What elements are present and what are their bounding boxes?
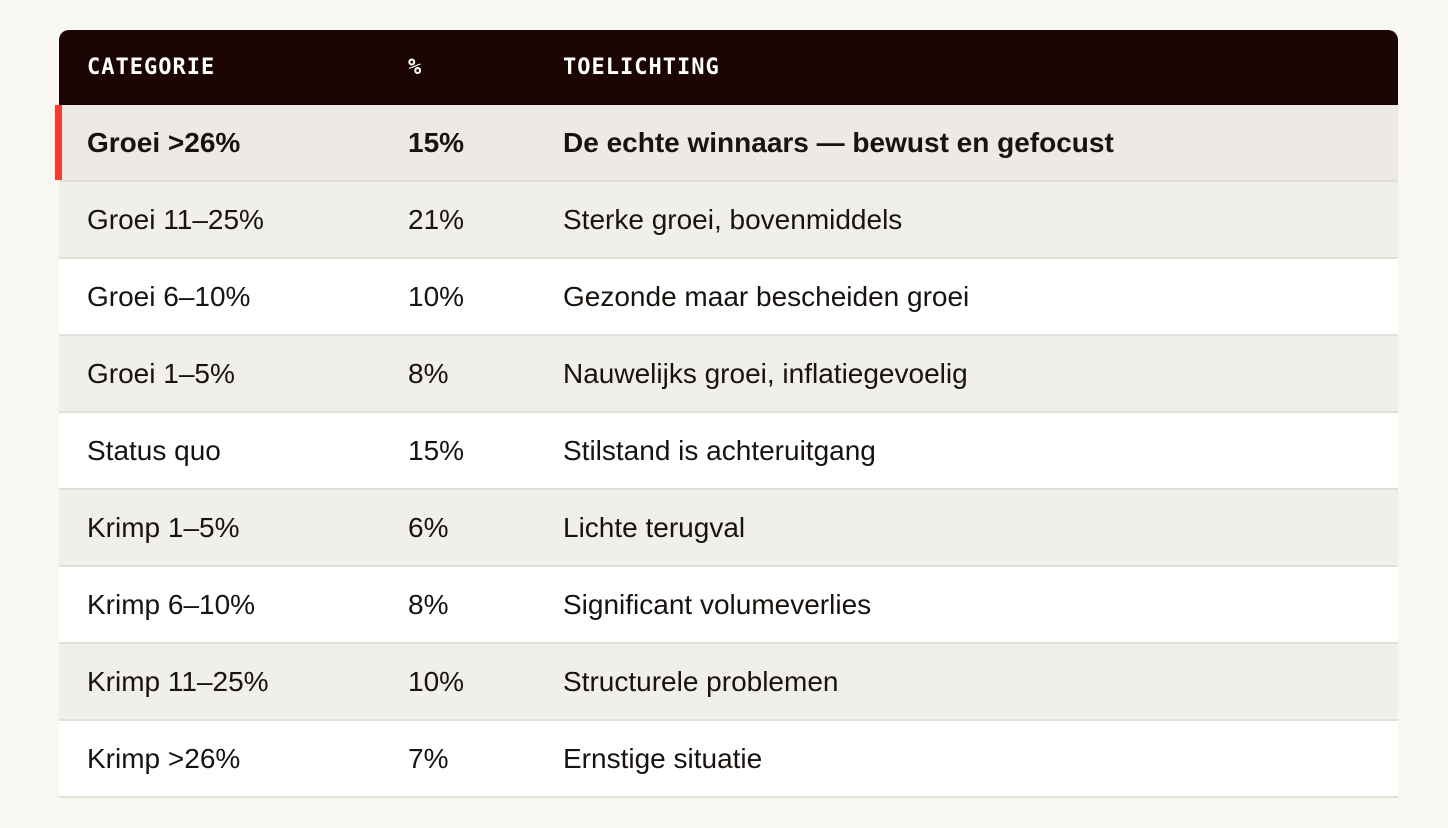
cell-toelichting: Sterke groei, bovenmiddels	[563, 203, 903, 235]
cell-categorie: Groei >26%	[87, 126, 241, 158]
cell-percentage: 15%	[408, 126, 465, 158]
table-header-row: CATEGORIE % TOELICHTING	[59, 30, 1398, 105]
table-row: Krimp 11–25% 10% Structurele problemen	[59, 644, 1398, 721]
table-row: Krimp 6–10% 8% Significant volumeverlies	[59, 567, 1398, 644]
table-row: Groei 6–10% 10% Gezonde maar bescheiden …	[59, 259, 1398, 336]
cell-toelichting: Nauwelijks groei, inflatiegevoelig	[563, 357, 968, 389]
cell-toelichting: De echte winnaars — bewust en gefocust	[563, 126, 1114, 158]
cell-categorie: Groei 11–25%	[87, 203, 264, 235]
column-header-categorie: CATEGORIE	[87, 55, 216, 80]
cell-toelichting: Ernstige situatie	[563, 742, 763, 774]
cell-percentage: 15%	[408, 434, 465, 466]
cell-categorie: Krimp 1–5%	[87, 511, 240, 543]
cell-percentage: 7%	[408, 742, 449, 774]
cell-percentage: 8%	[408, 357, 449, 389]
cell-toelichting: Gezonde maar bescheiden groei	[563, 280, 970, 312]
cell-percentage: 21%	[408, 203, 465, 235]
cell-categorie: Groei 6–10%	[87, 280, 251, 312]
column-header-percentage: %	[408, 55, 423, 80]
cell-toelichting: Stilstand is achteruitgang	[563, 434, 876, 466]
cell-percentage: 10%	[408, 280, 465, 312]
cell-toelichting: Structurele problemen	[563, 665, 839, 697]
table-row: Krimp 1–5% 6% Lichte terugval	[59, 490, 1398, 567]
cell-toelichting: Lichte terugval	[563, 511, 746, 543]
cell-toelichting: Significant volumeverlies	[563, 588, 872, 620]
cell-percentage: 8%	[408, 588, 449, 620]
table-row: Groei 1–5% 8% Nauwelijks groei, inflatie…	[59, 336, 1398, 413]
cell-categorie: Krimp >26%	[87, 742, 241, 774]
column-header-toelichting: TOELICHTING	[563, 55, 720, 80]
cell-categorie: Krimp 6–10%	[87, 588, 256, 620]
cell-percentage: 6%	[408, 511, 449, 543]
table-row: Groei >26% 15% De echte winnaars — bewus…	[55, 105, 1398, 182]
cell-categorie: Groei 1–5%	[87, 357, 235, 389]
table-row: Krimp >26% 7% Ernstige situatie	[59, 721, 1398, 798]
cell-categorie: Status quo	[87, 434, 221, 466]
table-body: Groei >26% 15% De echte winnaars — bewus…	[55, 105, 1398, 798]
cell-percentage: 10%	[408, 665, 465, 697]
data-table: CATEGORIE % TOELICHTING Groei >26% 15% D…	[55, 30, 1398, 798]
table-row: Status quo 15% Stilstand is achteruitgan…	[59, 413, 1398, 490]
cell-categorie: Krimp 11–25%	[87, 665, 269, 697]
highlight-accent-bar	[55, 105, 62, 180]
table-row: Groei 11–25% 21% Sterke groei, bovenmidd…	[59, 182, 1398, 259]
